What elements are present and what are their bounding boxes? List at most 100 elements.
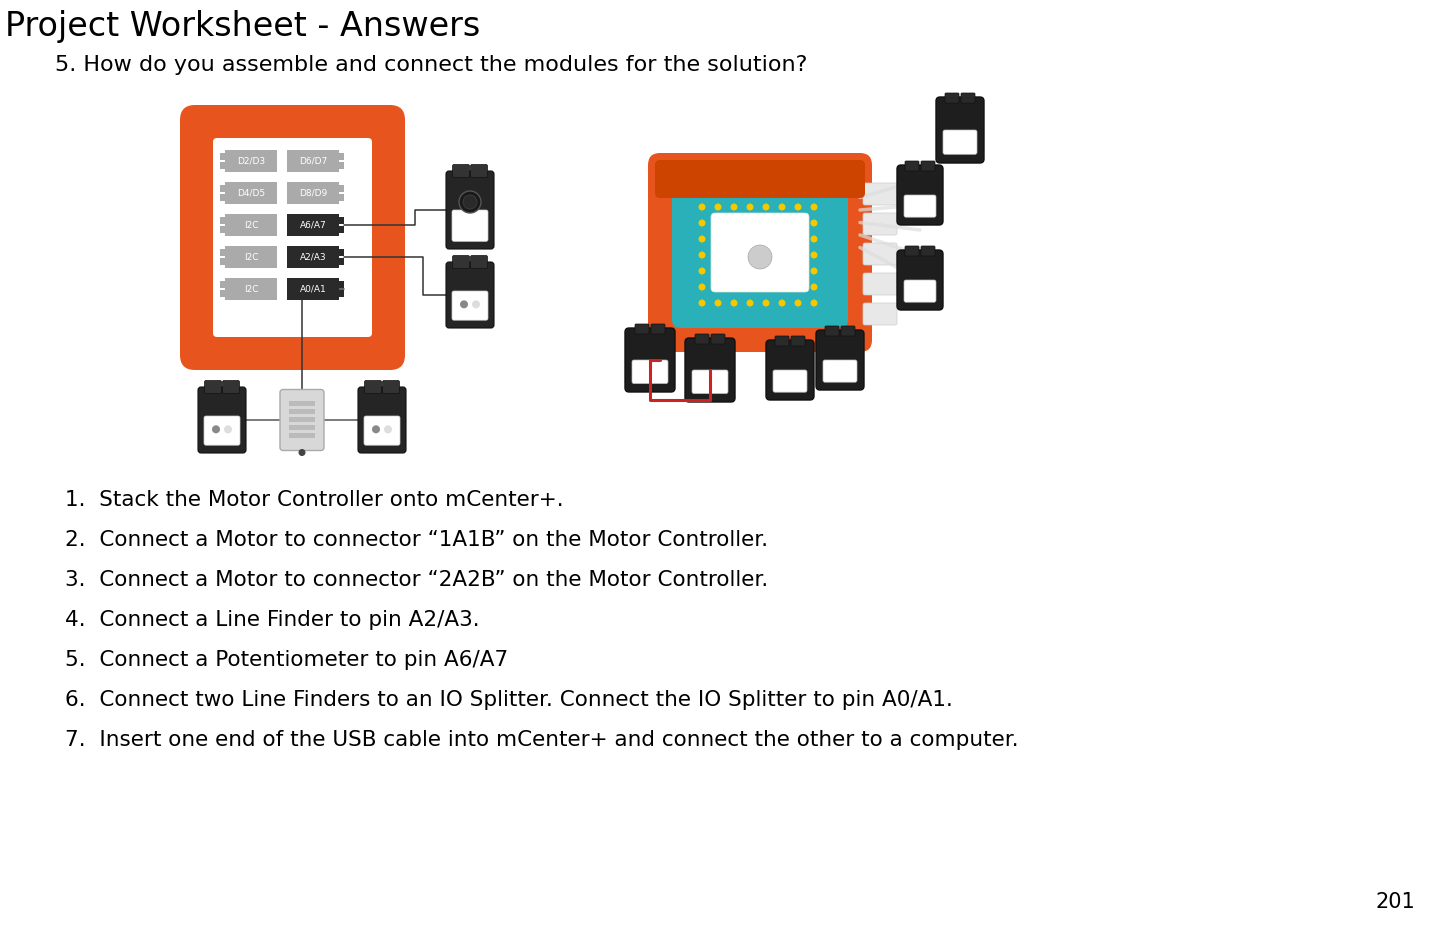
Circle shape <box>810 220 818 226</box>
Circle shape <box>730 299 737 307</box>
Circle shape <box>714 220 721 226</box>
Circle shape <box>795 252 802 258</box>
FancyBboxPatch shape <box>864 183 897 205</box>
FancyBboxPatch shape <box>773 370 808 392</box>
FancyBboxPatch shape <box>904 280 935 302</box>
Circle shape <box>779 299 786 307</box>
Circle shape <box>746 283 753 291</box>
Circle shape <box>810 283 818 291</box>
FancyBboxPatch shape <box>673 177 848 328</box>
Text: 5. How do you assemble and connect the modules for the solution?: 5. How do you assemble and connect the m… <box>55 55 808 75</box>
Bar <box>339 249 343 256</box>
Circle shape <box>730 220 737 226</box>
Bar <box>226 150 277 172</box>
Circle shape <box>730 252 737 258</box>
FancyBboxPatch shape <box>897 250 943 310</box>
FancyBboxPatch shape <box>696 334 708 344</box>
Circle shape <box>763 220 769 226</box>
FancyBboxPatch shape <box>825 326 839 336</box>
FancyBboxPatch shape <box>921 161 935 171</box>
Circle shape <box>471 300 480 308</box>
FancyBboxPatch shape <box>625 328 675 392</box>
FancyBboxPatch shape <box>790 336 805 346</box>
FancyBboxPatch shape <box>223 380 240 393</box>
Bar <box>339 226 343 233</box>
Bar <box>339 217 343 224</box>
FancyBboxPatch shape <box>453 210 489 241</box>
FancyBboxPatch shape <box>382 380 399 393</box>
FancyBboxPatch shape <box>365 380 381 393</box>
Circle shape <box>810 299 818 307</box>
Circle shape <box>810 267 818 275</box>
Circle shape <box>714 299 721 307</box>
Text: 6.  Connect two Line Finders to an IO Splitter. Connect the IO Splitter to pin A: 6. Connect two Line Finders to an IO Spl… <box>65 690 953 710</box>
Bar <box>220 153 226 160</box>
Text: 1.  Stack the Motor Controller onto mCenter+.: 1. Stack the Motor Controller onto mCent… <box>65 490 563 510</box>
Text: A0/A1: A0/A1 <box>300 284 326 294</box>
Circle shape <box>810 252 818 258</box>
FancyBboxPatch shape <box>198 387 246 453</box>
FancyBboxPatch shape <box>470 165 487 177</box>
Text: D8/D9: D8/D9 <box>299 188 328 198</box>
Circle shape <box>698 220 706 226</box>
Circle shape <box>795 220 802 226</box>
Circle shape <box>795 203 802 211</box>
Bar <box>339 185 343 192</box>
Bar <box>287 182 339 204</box>
FancyBboxPatch shape <box>693 370 729 393</box>
Circle shape <box>810 203 818 211</box>
Bar <box>220 281 226 288</box>
Bar <box>339 162 343 169</box>
Bar <box>220 290 226 296</box>
Bar <box>226 182 277 204</box>
Circle shape <box>730 236 737 242</box>
FancyBboxPatch shape <box>358 387 407 453</box>
Circle shape <box>763 283 769 291</box>
Circle shape <box>730 267 737 275</box>
FancyBboxPatch shape <box>905 246 920 256</box>
FancyBboxPatch shape <box>470 255 487 268</box>
FancyBboxPatch shape <box>921 246 935 256</box>
Text: I2C: I2C <box>244 284 259 294</box>
FancyBboxPatch shape <box>635 324 650 334</box>
Bar <box>289 401 315 405</box>
Circle shape <box>795 283 802 291</box>
Circle shape <box>384 425 392 433</box>
Bar <box>289 424 315 430</box>
Text: D4/D5: D4/D5 <box>237 188 264 198</box>
Circle shape <box>763 299 769 307</box>
Text: 2.  Connect a Motor to connector “1A1B” on the Motor Controller.: 2. Connect a Motor to connector “1A1B” o… <box>65 530 769 550</box>
FancyBboxPatch shape <box>655 160 865 198</box>
FancyBboxPatch shape <box>823 360 856 382</box>
Circle shape <box>213 425 220 433</box>
Circle shape <box>224 425 231 433</box>
Text: 5.  Connect a Potentiometer to pin A6/A7: 5. Connect a Potentiometer to pin A6/A7 <box>65 650 509 670</box>
Circle shape <box>698 267 706 275</box>
Circle shape <box>779 267 786 275</box>
Circle shape <box>810 236 818 242</box>
Text: A6/A7: A6/A7 <box>300 221 326 229</box>
FancyBboxPatch shape <box>946 93 958 103</box>
Circle shape <box>763 267 769 275</box>
FancyBboxPatch shape <box>445 262 494 328</box>
FancyBboxPatch shape <box>864 273 897 295</box>
Bar <box>226 278 277 300</box>
Bar <box>220 217 226 224</box>
Circle shape <box>763 203 769 211</box>
Bar <box>339 290 343 296</box>
Circle shape <box>698 203 706 211</box>
FancyBboxPatch shape <box>445 171 494 249</box>
Circle shape <box>746 299 753 307</box>
Circle shape <box>714 203 721 211</box>
Text: D6/D7: D6/D7 <box>299 157 328 166</box>
Circle shape <box>779 203 786 211</box>
Text: 7.  Insert one end of the USB cable into mCenter+ and connect the other to a com: 7. Insert one end of the USB cable into … <box>65 730 1019 750</box>
Circle shape <box>795 267 802 275</box>
Circle shape <box>458 191 481 213</box>
Circle shape <box>779 252 786 258</box>
FancyBboxPatch shape <box>632 360 668 384</box>
Bar <box>289 417 315 421</box>
FancyBboxPatch shape <box>943 130 977 155</box>
Text: D2/D3: D2/D3 <box>237 157 264 166</box>
Circle shape <box>746 220 753 226</box>
